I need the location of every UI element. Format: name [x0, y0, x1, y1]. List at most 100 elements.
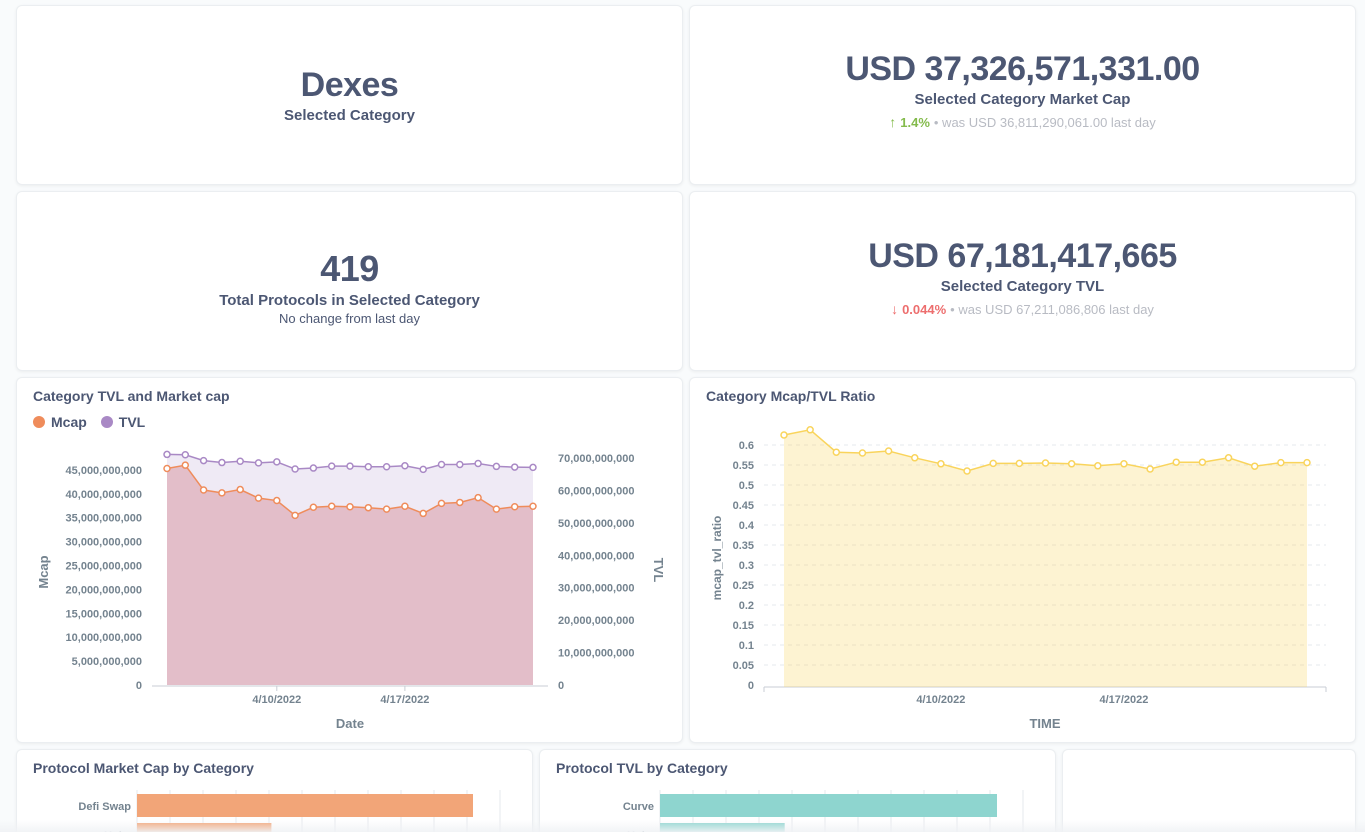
- chart2-y-tick: 0.55: [733, 460, 754, 472]
- tvl-point: [364, 463, 373, 471]
- ratio-area: [784, 429, 1307, 687]
- ratio-point: [989, 459, 997, 468]
- tvl-mcap-chart-card[interactable]: Category TVL and Market cap Mcap TVL 0 5,…: [16, 377, 683, 743]
- chart2-y-tick: 0.5: [739, 480, 754, 492]
- mcap-legend-dot: [33, 416, 45, 428]
- ratio-chart-card[interactable]: Category Mcap/TVL Ratio 0 0.05 0.1 0.15 0.2 0…: [689, 377, 1356, 743]
- bar-label: Defi Swap: [78, 801, 131, 813]
- legend-label-mcap: Mcap: [51, 414, 87, 430]
- ratio-point: [1277, 458, 1285, 467]
- protocols-card[interactable]: 419 Total Protocols in Selected Category…: [16, 191, 683, 371]
- market-cap-label: Selected Category Market Cap: [914, 91, 1131, 108]
- chart2-x-tick: 4/10/2022: [916, 694, 965, 706]
- chart3-title[interactable]: Protocol Market Cap by Category: [33, 760, 254, 776]
- chart1-y-tick: 25,000,000,000: [66, 561, 142, 573]
- tvl-point: [456, 460, 464, 469]
- ratio-point: [832, 448, 841, 456]
- category-value: Dexes: [300, 66, 399, 104]
- tvl-point: [327, 462, 336, 470]
- chart2-y-tick: 0.6: [739, 440, 754, 452]
- chart1-ylabel: Mcap: [36, 555, 51, 588]
- tvl-point: [218, 458, 226, 467]
- chart1-y-tick: 10,000,000,000: [66, 632, 142, 644]
- bar: [660, 794, 997, 817]
- tvl-point: [474, 459, 482, 468]
- tvl-area: [167, 454, 533, 685]
- protocol-mcap-card[interactable]: Protocol Market Cap by Category Defi Swa…: [16, 749, 533, 832]
- legend-label-tvl: TVL: [118, 414, 146, 430]
- mcap-point: [401, 502, 409, 511]
- mcap-point: [437, 499, 446, 508]
- mcap-point: [291, 511, 299, 520]
- chart2-y-tick: 0.4: [739, 520, 755, 532]
- tvl-point: [163, 450, 171, 459]
- ratio-point: [1041, 459, 1050, 467]
- chart2-title[interactable]: Category Mcap/TVL Ratio: [706, 388, 876, 404]
- protocols-value: 419: [320, 248, 379, 289]
- legend-item-mcap[interactable]: Mcap: [33, 414, 87, 430]
- ratio-chart[interactable]: 0 0.05 0.1 0.15 0.2 0.25 0.3 0.35 0.4 0.45 0.5 0.55…: [690, 378, 1356, 743]
- market-cap-change: 1.4%: [900, 114, 930, 130]
- tvl-label: Selected Category TVL: [940, 278, 1105, 295]
- tvl-point: [437, 460, 446, 469]
- ratio-point: [780, 431, 788, 439]
- tvl-change: 0.044%: [902, 301, 947, 317]
- ratio-point: [1146, 465, 1154, 473]
- chart1-y-tick: 35,000,000,000: [66, 513, 142, 525]
- market-cap-previous: • was USD 36,811,290,061.00 last day: [933, 114, 1156, 130]
- chart2-y-tick: 0.3: [739, 560, 754, 572]
- ratio-point: [1198, 458, 1207, 466]
- market-cap-delta: ↑ 1.4% • was USD 36,811,290,061.00 last …: [889, 114, 1155, 130]
- tvl-point: [346, 462, 354, 470]
- chart1-x-tick: 4/10/2022: [252, 694, 301, 706]
- tvl-point: [273, 458, 281, 466]
- tvl-point: [401, 462, 409, 470]
- tvl-point: [492, 462, 501, 471]
- chart4-title[interactable]: Protocol TVL by Category: [556, 760, 728, 776]
- tvl-point: [529, 463, 537, 472]
- chart1-title[interactable]: Category TVL and Market cap: [33, 388, 230, 404]
- chart1-y-tick: 15,000,000,000: [66, 608, 142, 620]
- chart2-y-tick: 0.05: [733, 660, 754, 672]
- tvl-legend-dot: [100, 416, 113, 428]
- mcap-point: [309, 503, 318, 511]
- ratio-point: [911, 454, 919, 462]
- chart1-y-tick: 40,000,000,000: [66, 489, 142, 501]
- mcap-point: [199, 486, 208, 494]
- chart2-xlabel: TIME: [1029, 716, 1060, 731]
- ratio-point: [1303, 458, 1311, 467]
- mcap-point: [510, 502, 519, 511]
- mcap-point: [492, 505, 501, 513]
- tvl-point: [382, 463, 391, 471]
- ratio-point: [937, 460, 945, 468]
- chart2-y-tick: 0.1: [739, 640, 754, 652]
- tvl-value: USD 67,181,417,665: [868, 237, 1177, 275]
- ratio-point: [806, 426, 814, 434]
- chart1-y2-tick: 0: [558, 680, 564, 692]
- mcap-point: [474, 493, 482, 502]
- chart1-y2-tick: 20,000,000,000: [558, 615, 634, 627]
- category-card[interactable]: Dexes Selected Category: [16, 5, 683, 185]
- chart1-y2-tick: 50,000,000,000: [558, 518, 634, 530]
- chart2-ylabel: mcap_tvl_ratio: [710, 516, 724, 601]
- mcap-point: [273, 496, 281, 505]
- chart1-y2-tick: 40,000,000,000: [558, 550, 634, 562]
- tvl-mcap-chart[interactable]: 0 5,000,000,000 10,000,000,000 15,000,000,0…: [17, 378, 683, 743]
- chart2-y-tick: 0.2: [739, 600, 754, 612]
- ratio-point: [858, 449, 867, 457]
- ratio-point: [1172, 458, 1180, 466]
- ratio-point: [1224, 454, 1233, 462]
- mcap-point: [218, 489, 226, 497]
- tvl-point: [199, 456, 208, 465]
- chart1-y-tick: 5,000,000,000: [72, 656, 142, 668]
- chart1-x-tick: 4/17/2022: [380, 694, 429, 706]
- ratio-point: [1094, 462, 1102, 470]
- mcap-point: [254, 494, 263, 502]
- chart2-y-tick: 0: [748, 680, 754, 692]
- bar-label: Curve: [623, 801, 654, 813]
- legend-item-tvl[interactable]: TVL: [100, 414, 146, 430]
- tvl-card[interactable]: USD 67,181,417,665 Selected Category TVL…: [689, 191, 1356, 371]
- chart1-y-tick: 20,000,000,000: [66, 584, 142, 596]
- arrow-down-icon: ↓: [891, 301, 899, 317]
- market-cap-card[interactable]: USD 37,326,571,331.00 Selected Category …: [689, 5, 1356, 185]
